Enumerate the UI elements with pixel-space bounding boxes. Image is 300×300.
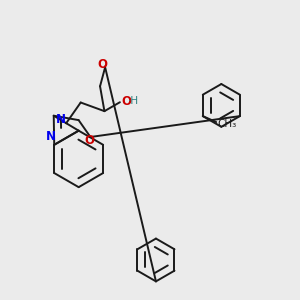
Text: O: O <box>122 95 131 108</box>
Text: O: O <box>85 134 94 147</box>
Text: N: N <box>45 130 56 143</box>
Text: O: O <box>97 58 107 71</box>
Text: CH₃: CH₃ <box>218 118 237 128</box>
Text: N: N <box>56 113 66 126</box>
Text: ·H: ·H <box>128 96 139 106</box>
